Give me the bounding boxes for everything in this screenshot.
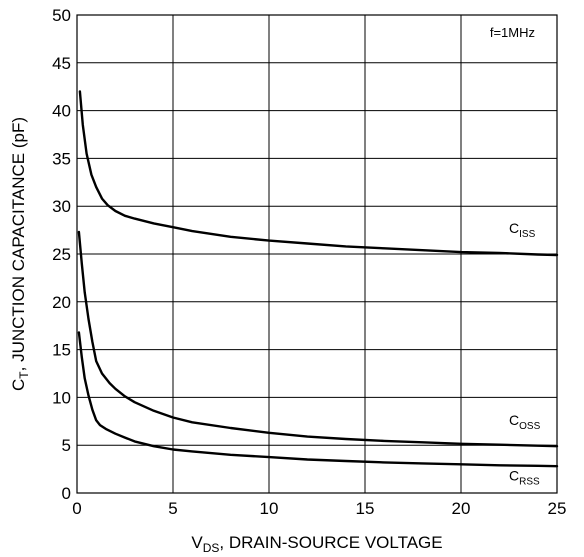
y-tick-labels: 0 5 10 15 20 25 30 35 40 45 50 bbox=[52, 6, 71, 503]
y-tick-label: 35 bbox=[52, 149, 71, 168]
x-axis-title-rest: , DRAIN-SOURCE VOLTAGE bbox=[219, 533, 442, 552]
plot-frame bbox=[76, 14, 558, 494]
y-tick-label: 0 bbox=[62, 484, 71, 503]
series-line-c-oss bbox=[77, 230, 559, 448]
series-group bbox=[77, 90, 559, 468]
y-tick-label: 25 bbox=[52, 245, 71, 264]
y-axis-title-sub: T bbox=[17, 371, 31, 379]
x-tick-label: 0 bbox=[72, 499, 81, 518]
y-tick-label: 30 bbox=[52, 197, 71, 216]
grid-lines bbox=[77, 15, 557, 493]
x-tick-label: 5 bbox=[168, 499, 177, 518]
x-axis-title-sub: DS bbox=[203, 541, 220, 555]
y-tick-label: 50 bbox=[52, 6, 71, 25]
x-tick-label: 15 bbox=[356, 499, 375, 518]
x-tick-labels: 0 5 10 15 20 25 bbox=[72, 499, 566, 518]
series-label-c-iss: CISS bbox=[509, 220, 536, 240]
y-tick-label: 40 bbox=[52, 102, 71, 121]
y-tick-label: 20 bbox=[52, 293, 71, 312]
x-tick-label: 10 bbox=[260, 499, 279, 518]
series-label-c-rss: CRSS bbox=[509, 468, 540, 488]
series-labels: CISS COSS CRSS bbox=[509, 220, 541, 488]
y-axis-title-main: C bbox=[9, 379, 28, 391]
series-line-c-rss bbox=[77, 331, 559, 468]
y-axis-title: CT, JUNCTION CAPACITANCE (pF) bbox=[9, 117, 31, 391]
y-axis-title-rest: , JUNCTION CAPACITANCE (pF) bbox=[9, 117, 28, 371]
frequency-annotation: f=1MHz bbox=[490, 25, 535, 40]
y-tick-label: 15 bbox=[52, 341, 71, 360]
y-tick-label: 5 bbox=[62, 436, 71, 455]
y-tick-label: 45 bbox=[52, 54, 71, 73]
series-line-c-iss bbox=[78, 90, 559, 257]
series-label-c-oss: COSS bbox=[509, 412, 541, 432]
x-axis-title-main: V bbox=[191, 533, 203, 552]
x-axis-title: VDS, DRAIN-SOURCE VOLTAGE bbox=[191, 533, 442, 555]
y-tick-label: 10 bbox=[52, 388, 71, 407]
x-tick-label: 25 bbox=[548, 499, 567, 518]
x-tick-label: 20 bbox=[452, 499, 471, 518]
